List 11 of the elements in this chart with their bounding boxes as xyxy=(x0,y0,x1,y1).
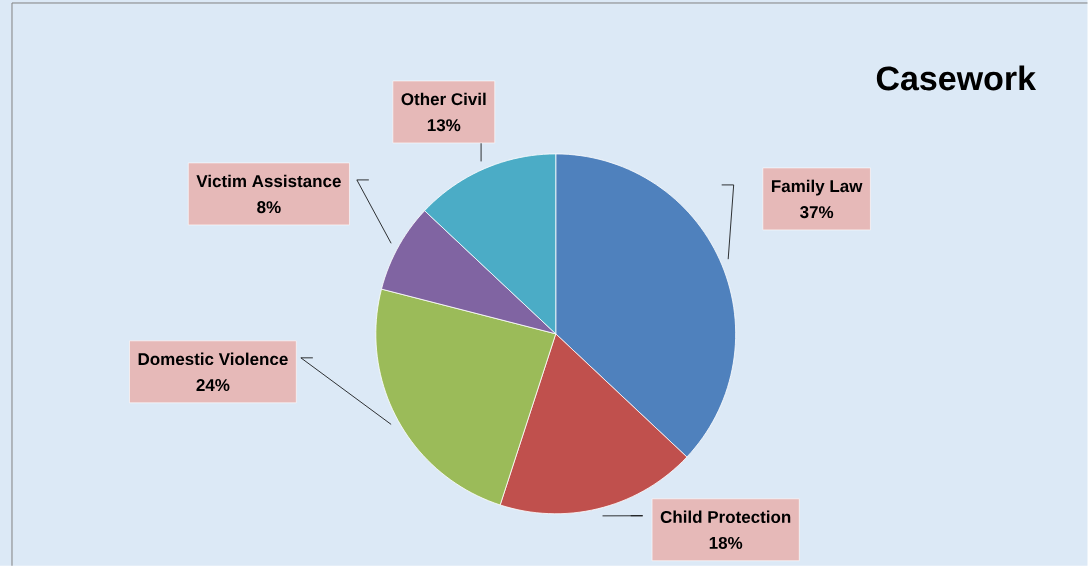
data-label: 37% xyxy=(800,205,834,219)
slice-label: Other Civil xyxy=(401,92,486,106)
data-label: 8% xyxy=(257,200,281,214)
data-label: 24% xyxy=(196,378,230,391)
data-label: 13% xyxy=(427,119,461,132)
text: Casework xyxy=(876,65,1037,91)
slice-label: Domestic Violence xyxy=(138,352,288,365)
data-label: 18% xyxy=(709,536,743,549)
slice-label: Victim Assistance xyxy=(196,174,341,188)
slice-label: Child Protection xyxy=(660,510,791,523)
slice-label: Family Law xyxy=(771,179,863,196)
